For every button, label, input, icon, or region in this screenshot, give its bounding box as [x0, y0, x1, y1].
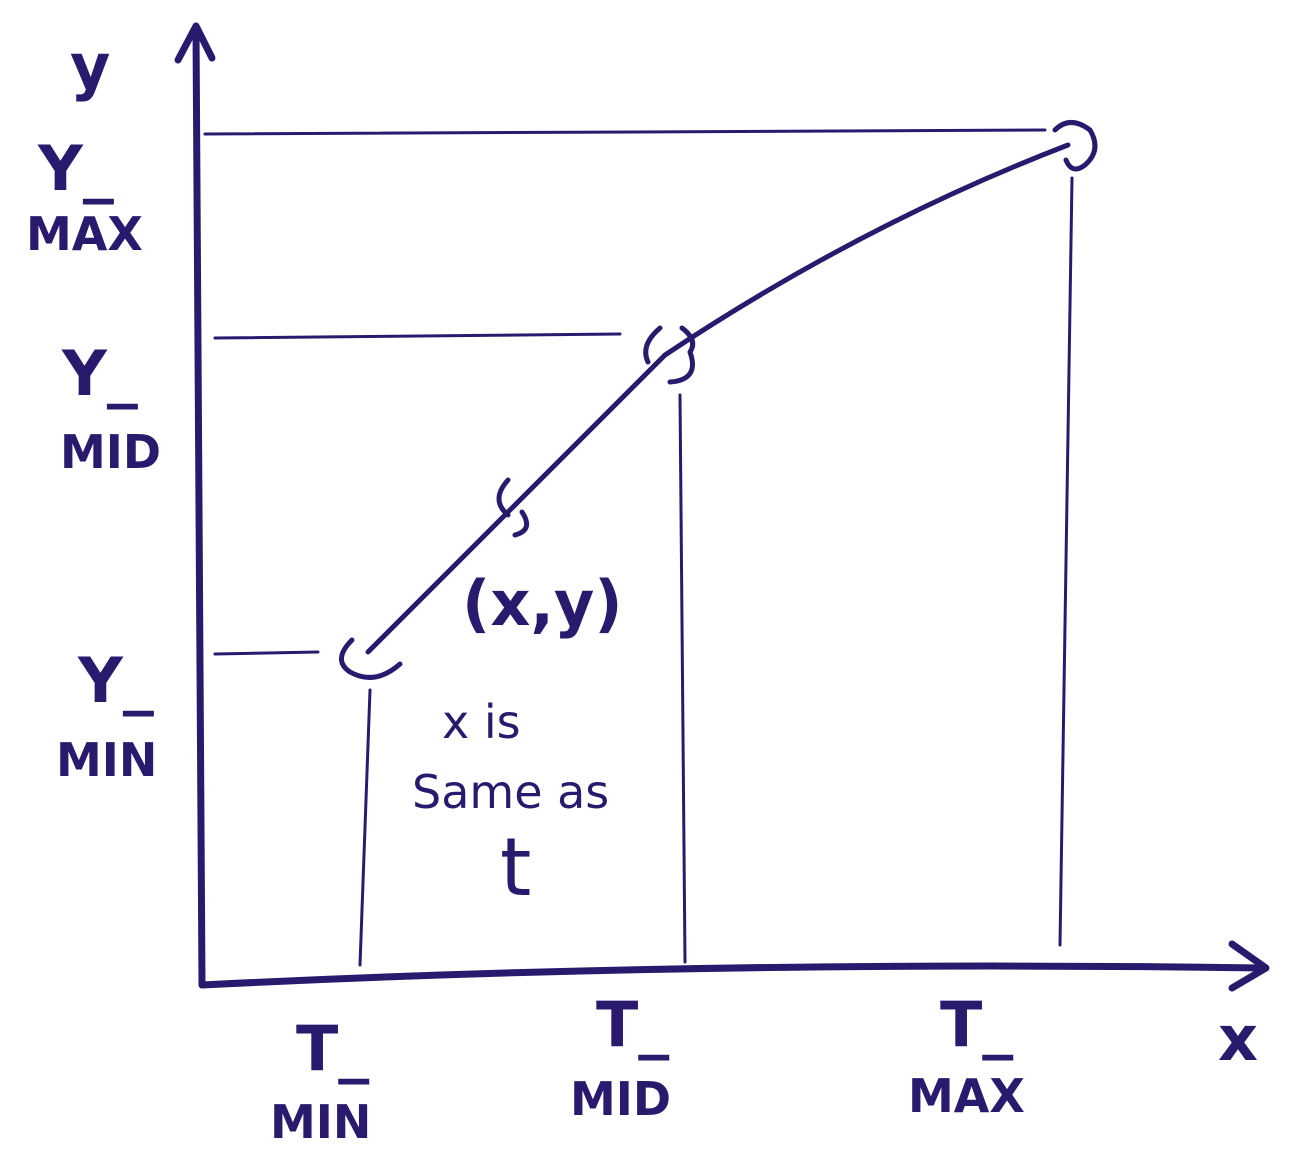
svg-text:T_: T_	[296, 1012, 369, 1085]
y-min-guide-line	[213, 650, 320, 656]
y-tick-min: Y_ MIN	[56, 644, 157, 787]
x-axis	[198, 940, 1270, 992]
x-axis-label: x	[1218, 1002, 1258, 1075]
y-tick-max: Y_ MAX	[26, 132, 143, 261]
svg-text:T_: T_	[940, 988, 1013, 1061]
x-tick-max: T_ MAX	[908, 988, 1025, 1123]
svg-text:Y_: Y_	[77, 644, 154, 717]
sample-point-marker	[496, 477, 530, 538]
x-tick-mid: T_ MID	[570, 988, 671, 1126]
svg-text:MID: MID	[60, 425, 161, 479]
max-point-marker	[1052, 120, 1098, 172]
y-tick-mid: Y_ MID	[60, 337, 161, 479]
point-label: (x,y)	[462, 567, 623, 640]
svg-text:Y_: Y_	[37, 132, 114, 205]
svg-text:MAX: MAX	[26, 207, 143, 261]
y-mid-guide-line	[213, 332, 622, 340]
x-tick-min: T_ MIN	[270, 1012, 371, 1149]
svg-text:t: t	[500, 821, 531, 914]
note: x is Same as t	[412, 695, 609, 914]
svg-text:x is: x is	[442, 695, 521, 749]
t-min-guide-line	[358, 688, 372, 967]
t-mid-guide-line	[678, 393, 687, 964]
svg-text:T_: T_	[596, 988, 669, 1061]
min-point-marker	[339, 637, 403, 680]
svg-text:Y_: Y_	[61, 337, 138, 410]
svg-text:MIN: MIN	[56, 733, 157, 787]
t-max-guide-line	[1058, 176, 1074, 947]
curve	[365, 142, 1071, 655]
mid-point-marker	[643, 325, 696, 385]
svg-text:Same as: Same as	[412, 765, 609, 819]
svg-text:MID: MID	[570, 1072, 671, 1126]
svg-text:MAX: MAX	[908, 1069, 1025, 1123]
y-axis	[174, 22, 216, 989]
y-max-guide-line	[203, 128, 1047, 136]
svg-text:MIN: MIN	[270, 1095, 371, 1149]
y-axis-label: y	[70, 30, 110, 103]
